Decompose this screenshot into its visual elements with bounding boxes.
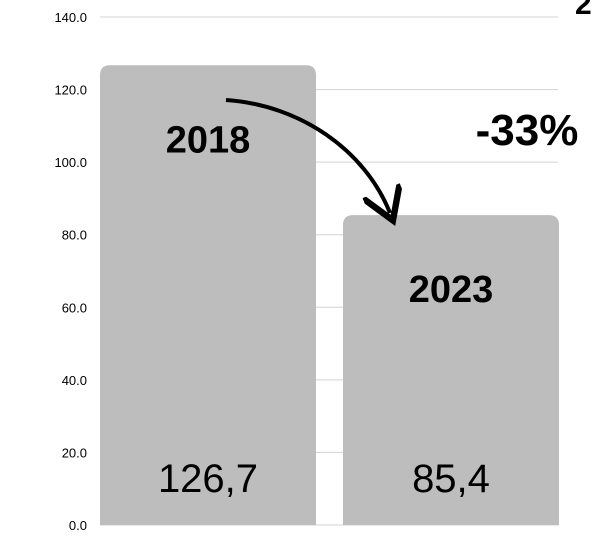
decrease-arrow [225,98,390,213]
category-label: 2023 [409,269,494,311]
bar-2023 [343,215,559,525]
bars [100,65,559,525]
y-tick-label: 80.0 [62,228,87,243]
y-tick-label: 20.0 [62,445,87,460]
y-tick-label: 100.0 [54,155,87,170]
y-tick-label: 0.0 [69,518,87,533]
value-label: 85,4 [412,457,490,501]
y-tick-label: 60.0 [62,300,87,315]
title-fragment: 2 [575,0,592,21]
bar-2018 [100,65,316,525]
value-label: 126,7 [158,457,258,501]
bar-labels: 2018 126,7 2023 85,4 [158,119,493,501]
y-tick-label: 140.0 [54,10,87,25]
change-annotation: -33% [476,106,579,155]
category-label: 2018 [166,119,251,161]
y-tick-label: 40.0 [62,373,87,388]
y-axis: 0.0 20.0 40.0 60.0 80.0 100.0 120.0 140.0 [54,10,87,533]
y-tick-label: 120.0 [54,83,87,98]
